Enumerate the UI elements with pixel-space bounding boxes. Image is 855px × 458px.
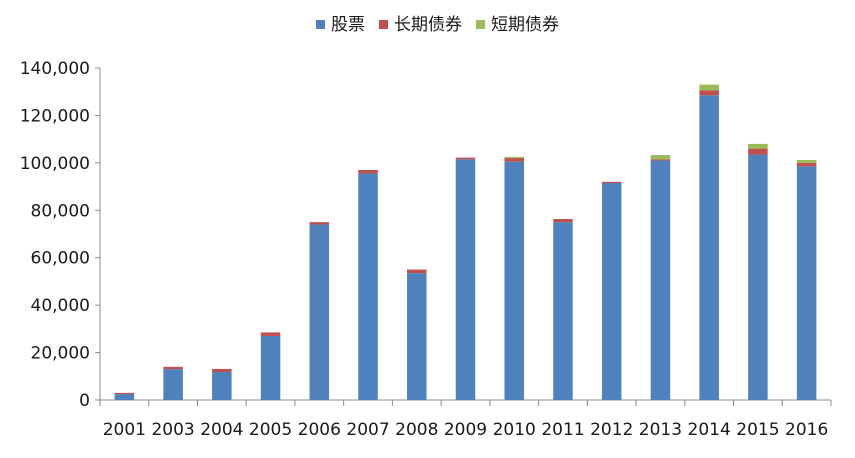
x-tick-label: 2010 [493, 420, 536, 440]
y-tick-label: 40,000 [31, 296, 90, 316]
bar-segment [114, 394, 135, 400]
bar-segment [748, 148, 768, 155]
y-tick-label: 60,000 [31, 249, 90, 269]
bar-segment [601, 181, 622, 184]
bar-segment [455, 157, 476, 160]
x-tick-label: 2008 [395, 420, 438, 440]
bar-segment [796, 160, 817, 163]
x-tick-label: 2016 [785, 420, 828, 440]
x-tick-label: 2007 [346, 420, 389, 440]
y-tick-label: 120,000 [20, 106, 90, 126]
bar-segment [699, 95, 719, 401]
x-tick-label: 2005 [249, 420, 292, 440]
bar-segment [163, 369, 183, 400]
bar-segment [163, 366, 183, 370]
bar-segment [358, 169, 378, 174]
legend-label: 长期债券 [394, 15, 462, 35]
x-tick-label: 2003 [151, 420, 194, 440]
bar-segment [601, 183, 622, 400]
bar-segment [748, 143, 768, 149]
bar-segment [796, 162, 817, 167]
bar-segment [699, 84, 719, 91]
legend-swatch [476, 20, 485, 29]
bar-segment [260, 335, 281, 400]
legend-swatch [316, 20, 325, 29]
x-tick-label: 2004 [200, 420, 243, 440]
x-tick-label: 2013 [639, 420, 682, 440]
bar-segment [212, 372, 232, 400]
legend-label: 股票 [331, 15, 365, 35]
bar-segment [553, 219, 573, 223]
y-tick-label: 140,000 [20, 59, 90, 79]
bar-segment [309, 222, 330, 225]
bar-segment [309, 224, 330, 400]
x-tick-label: 2012 [590, 420, 633, 440]
legend-swatch [379, 20, 388, 29]
y-tick-label: 100,000 [20, 154, 90, 174]
x-tick-label: 2011 [541, 420, 584, 440]
bar-segment [796, 166, 817, 400]
bar-segment [699, 90, 719, 96]
x-tick-label: 2014 [688, 420, 731, 440]
bar-segment [260, 332, 281, 336]
bar-segment [504, 158, 524, 162]
x-tick-label: 2009 [444, 420, 487, 440]
x-tick-label: 2015 [736, 420, 779, 440]
x-tick-label: 2001 [103, 420, 146, 440]
bar-segment [553, 222, 573, 400]
bar-segment [504, 161, 524, 400]
y-tick-label: 80,000 [31, 201, 90, 221]
bar-segment [650, 155, 671, 160]
x-tick-label: 2006 [298, 420, 341, 440]
bar-segment [504, 156, 524, 159]
y-tick-label: 20,000 [31, 344, 90, 364]
bar-segment [650, 159, 671, 161]
legend-label: 短期债券 [491, 15, 559, 35]
bar-segment [748, 154, 768, 400]
legend: 股票 长期债券 短期债券 [316, 15, 559, 35]
bar-segment [407, 273, 427, 400]
bar-segment [407, 269, 427, 274]
bar-segment [455, 159, 476, 400]
bars [114, 84, 817, 401]
bar-segment [212, 368, 232, 373]
x-axis: 2001 2003 2004 2005 2006 2007 2008 2009 2010 2011… [99, 399, 832, 440]
bar-segment [358, 173, 378, 400]
bar-segment [114, 392, 135, 395]
y-axis: 0 20,000 40,000 60,000 80,000 100,000 120,000 1… [20, 59, 101, 411]
bar-segment [650, 160, 671, 400]
y-tick-label: 0 [79, 391, 90, 411]
